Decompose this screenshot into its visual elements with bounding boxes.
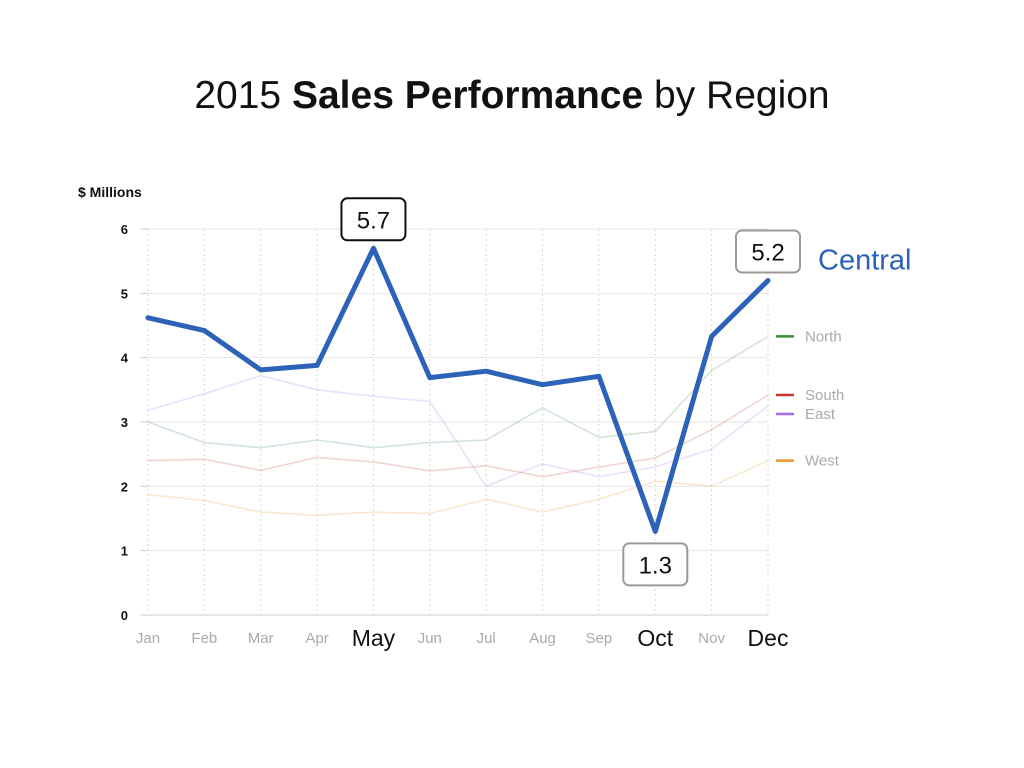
- y-tick-label: 2: [121, 479, 128, 494]
- y-tick-label: 0: [121, 608, 128, 623]
- y-tick-label: 6: [121, 222, 128, 237]
- legend-label-south: South: [805, 387, 844, 404]
- x-tick-label: Aug: [529, 630, 556, 647]
- series-line-south: [147, 394, 769, 478]
- legend-label-west: West: [805, 453, 840, 470]
- x-tick-label: Jan: [136, 630, 160, 647]
- y-tick-label: 5: [121, 286, 128, 301]
- x-tick-label: Dec: [748, 625, 789, 651]
- y-tick-label: 3: [121, 415, 128, 430]
- y-tick-label: 4: [121, 351, 129, 366]
- legend-label-east: East: [805, 406, 836, 423]
- x-tick-label: Feb: [191, 630, 217, 647]
- x-tick-label: Sep: [586, 630, 613, 647]
- x-tick-label: Mar: [248, 630, 274, 647]
- title-emphasis: Sales Performance: [291, 74, 644, 117]
- series-line-north: [147, 335, 769, 449]
- x-tick-label: Oct: [637, 625, 673, 651]
- chart-title: 2015 Sales Performance by Region: [0, 74, 1024, 118]
- y-tick-label: 1: [121, 544, 128, 559]
- highlight-series-label: Central: [818, 244, 912, 276]
- callout-box-dec: [735, 229, 801, 274]
- callout-value-dec: 5.2: [751, 239, 784, 266]
- title-year: 2015: [194, 74, 292, 117]
- title-suffix: by Region: [643, 74, 830, 117]
- x-tick-label: May: [352, 625, 396, 651]
- legend-label-north: North: [805, 328, 842, 345]
- x-tick-label: Apr: [305, 630, 328, 647]
- x-tick-label: Jun: [418, 630, 442, 647]
- x-tick-label: Jul: [477, 630, 496, 647]
- callout-box-may: [340, 197, 407, 242]
- y-axis-label: $ Millions: [78, 184, 142, 200]
- series-line-central: [145, 245, 771, 534]
- series-line-west: [147, 459, 769, 517]
- series-line-east: [147, 374, 769, 488]
- callout-box-oct: [622, 542, 689, 587]
- x-tick-label: Nov: [698, 630, 725, 647]
- callout-value-may: 5.7: [357, 207, 390, 234]
- callout-value-oct: 1.3: [639, 552, 672, 579]
